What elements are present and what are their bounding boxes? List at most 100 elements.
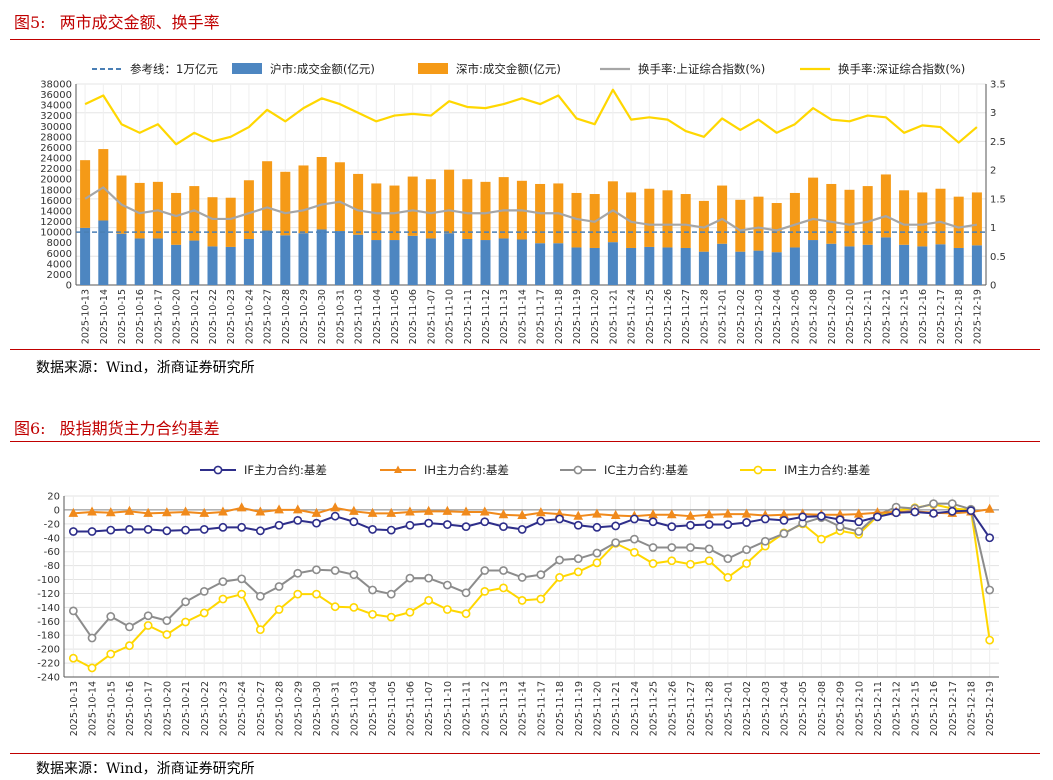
bar-shenzhen: [789, 192, 800, 248]
y-tick-label: 12000: [40, 217, 72, 228]
x-tick-label: 2025-12-17: [948, 681, 959, 736]
x-tick-label: 2025-10-31: [331, 681, 342, 736]
x-tick-label: 2025-10-27: [263, 289, 274, 344]
point-im-basis: [349, 602, 359, 612]
legend-swatch: [418, 63, 448, 74]
x-tick-label: 2025-10-14: [99, 289, 110, 344]
point-if-basis: [929, 509, 938, 518]
point-if-basis: [667, 522, 677, 532]
bar-shanghai: [971, 245, 982, 285]
bar-shanghai: [116, 233, 127, 285]
point-if-basis: [760, 514, 770, 524]
point-ic-basis: [424, 573, 434, 583]
point-if-basis: [68, 527, 78, 536]
point-if-basis: [947, 506, 957, 516]
point-if-basis: [106, 525, 116, 535]
y2-tick-label: 3.5: [990, 80, 1006, 91]
point-ic-basis: [218, 577, 228, 587]
point-ih-basis: [610, 509, 621, 519]
bar-shanghai: [698, 251, 709, 285]
bar-shenzhen: [771, 203, 782, 253]
point-im-basis: [162, 630, 172, 639]
point-if-basis: [349, 517, 359, 527]
y-tick-label: -140: [37, 603, 60, 614]
y-tick-label: 4000: [47, 259, 72, 270]
bar-shanghai: [862, 244, 873, 285]
point-ih-basis: [311, 507, 322, 517]
x-tick-label: 2025-11-17: [536, 289, 547, 344]
point-ih-basis: [723, 508, 733, 518]
point-if-basis: [985, 533, 995, 543]
point-if-basis: [517, 525, 527, 534]
x-tick-label: 2025-12-11: [863, 289, 874, 344]
y-tick-label: 36000: [40, 90, 72, 101]
point-if-basis: [386, 525, 396, 535]
y2-tick-label: 0: [990, 281, 996, 292]
x-tick-label: 2025-11-21: [611, 681, 622, 736]
y-tick-label: -20: [44, 519, 60, 530]
x-tick-label: 2025-12-05: [798, 681, 809, 736]
bar-shenzhen: [189, 186, 200, 241]
x-tick-label: 2025-10-23: [226, 289, 237, 344]
turnover-chart: 0200040006000800010000120001400016000180…: [40, 62, 1006, 344]
x-tick-label: 2025-10-21: [181, 681, 192, 736]
bar-shanghai: [535, 243, 546, 285]
bar-shenzhen: [717, 185, 728, 244]
x-tick-label: 2025-11-13: [499, 681, 510, 736]
point-ic-basis: [947, 499, 957, 509]
point-if-basis: [442, 520, 452, 529]
point-ic-basis: [760, 536, 770, 546]
bar-shenzhen: [571, 192, 582, 248]
point-if-basis: [181, 525, 190, 535]
y-tick-label: -120: [37, 589, 60, 600]
point-ic-basis: [293, 568, 303, 578]
legend-marker: [753, 465, 763, 475]
point-ih-basis: [573, 510, 584, 520]
point-ih-basis: [199, 507, 210, 517]
x-tick-label: 2025-10-31: [335, 289, 346, 344]
bar-shanghai: [571, 247, 582, 285]
point-ic-basis: [405, 573, 415, 583]
y-tick-label: 8000: [47, 238, 72, 249]
x-tick-label: 2025-11-04: [372, 289, 383, 344]
bar-shanghai: [425, 238, 436, 285]
y-tick-label: 2000: [47, 270, 72, 281]
x-tick-label: 2025-12-01: [718, 289, 729, 344]
figure-5-title-text: 两市成交金额、换手率: [59, 13, 220, 32]
y-tick-label: 0: [54, 505, 60, 516]
x-tick-label: 2025-11-10: [443, 681, 454, 736]
basis-chart: 20 0 -20 -40 -60 -80 -100 -120 -140 -160 -180 -200 -…: [37, 463, 999, 736]
y-tick-label: -240: [37, 673, 60, 684]
bar-shanghai: [262, 230, 273, 285]
point-ic-basis: [648, 543, 658, 552]
bar-shanghai: [152, 238, 163, 285]
y-tick-label: -100: [37, 575, 60, 586]
bar-shenzhen: [407, 176, 418, 236]
y2-tick-label: 2.5: [990, 137, 1006, 148]
x-tick-label: 2025-10-30: [312, 681, 323, 736]
bar-shenzhen: [243, 180, 254, 239]
point-im-basis: [274, 605, 284, 614]
x-tick-label: 2025-11-20: [592, 681, 603, 736]
legend-label: IM主力合约:基差: [784, 463, 870, 477]
point-ic-basis: [536, 570, 546, 580]
bar-shanghai: [553, 243, 564, 285]
point-ic-basis: [611, 538, 621, 548]
point-ic-basis: [835, 522, 845, 532]
point-ic-basis: [442, 580, 452, 590]
point-ic-basis: [274, 582, 284, 591]
bar-shanghai: [607, 242, 618, 285]
point-ih-basis: [517, 509, 527, 519]
y-tick-label: 6000: [47, 249, 72, 260]
x-tick-label: 2025-10-17: [144, 681, 155, 736]
point-ic-basis: [686, 543, 695, 552]
bar-shanghai: [98, 220, 109, 285]
x-tick-label: 2025-10-24: [237, 681, 248, 736]
x-tick-label: 2025-12-02: [736, 289, 747, 344]
legend-label: IF主力合约:基差: [244, 463, 327, 477]
bar-shanghai: [662, 247, 673, 285]
point-ic-basis: [106, 612, 116, 621]
point-ih-basis: [330, 502, 340, 512]
x-tick-label: 2025-11-27: [686, 681, 697, 736]
x-tick-label: 2025-12-04: [779, 681, 790, 736]
